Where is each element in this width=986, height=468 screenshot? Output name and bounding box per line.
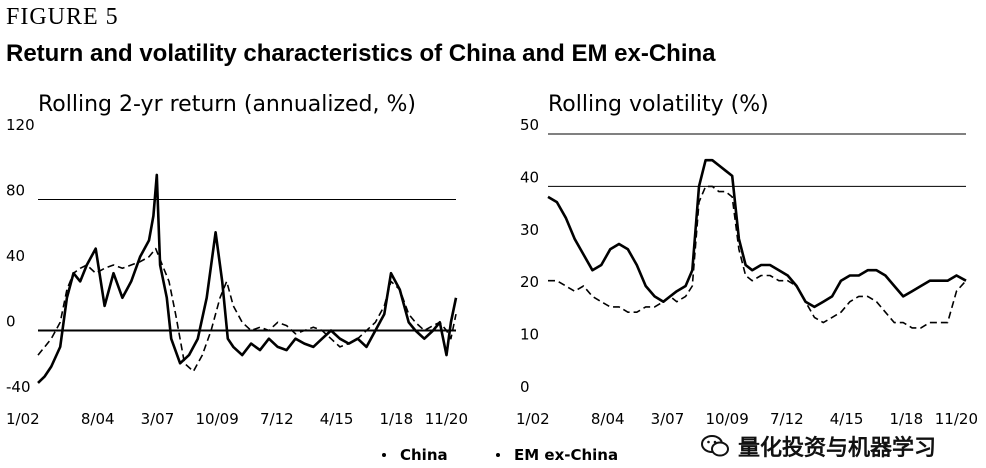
volatility-y-tick-4: 40 [520,168,539,186]
legend-item-china: China [382,446,448,464]
volatility-series-em-ex-china [548,185,967,329]
return-y-tick-0: -40 [6,378,31,396]
return-y-tick-1: 0 [6,313,16,331]
left-chart-title: Rolling 2-yr return (annualized, %) [38,92,416,117]
return-x-tick-4: 7/12 [260,410,294,428]
legend-label-em-ex-china: EM ex-China [514,446,619,464]
legend-swatch-china [382,453,386,457]
volatility-y-tick-3: 30 [520,221,539,239]
volatility-y-tick-5: 50 [520,116,539,134]
return-x-tick-2: 3/07 [141,410,175,428]
return-x-tick-1: 8/04 [81,410,115,428]
watermark: 量化投资与机器学习 [700,430,936,462]
return-x-tick-6: 1/18 [379,410,413,428]
return-y-tick-4: 120 [6,116,35,134]
figure-title: Return and volatility characteristics of… [6,40,716,67]
volatility-x-tick-5: 4/15 [830,410,864,428]
return-x-tick-7: 11/20 [425,410,468,428]
volatility-x-tick-4: 7/12 [770,410,804,428]
volatility-x-tick-3: 10/09 [706,410,749,428]
figure-label: FIGURE 5 [6,4,119,30]
volatility-x-tick-7: 11/20 [935,410,978,428]
volatility-x-tick-6: 1/18 [889,410,923,428]
legend-label-china: China [400,446,448,464]
volatility-x-tick-1: 8/04 [591,410,625,428]
volatility-y-tick-0: 0 [520,378,530,396]
volatility-y-tick-2: 20 [520,273,539,291]
volatility-series-china [547,158,967,309]
volatility-x-tick-2: 3/07 [651,410,685,428]
volatility-y-tick-1: 10 [520,326,539,344]
legend-item-em-ex-china: EM ex-China [496,446,618,464]
return-x-tick-0: 1/02 [6,410,40,428]
return-y-tick-3: 80 [6,182,25,200]
right-chart-title: Rolling volatility (%) [548,92,769,117]
legend-swatch-em-ex-china [496,453,500,457]
return-y-tick-2: 40 [6,247,25,265]
volatility-x-tick-0: 1/02 [516,410,550,428]
return-x-tick-3: 10/09 [196,410,239,428]
return-series-china [37,173,458,384]
wechat-icon [701,435,729,457]
watermark-text: 量化投资与机器学习 [738,436,937,461]
return-x-tick-5: 4/15 [320,410,354,428]
return-series-em-ex-china [37,247,457,373]
